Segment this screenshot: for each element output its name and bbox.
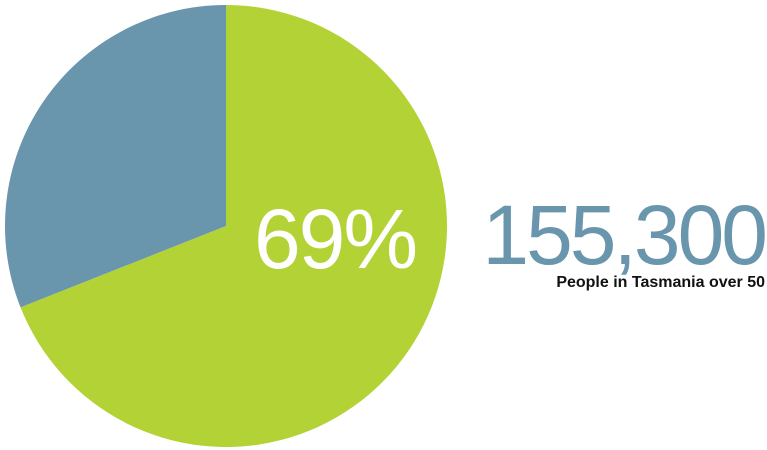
pie-slice-1 xyxy=(20,5,447,447)
pie-percentage-label: 69% xyxy=(254,192,416,286)
stat-caption: People in Tasmania over 50 xyxy=(556,274,765,291)
stat-block: 155,300 People in Tasmania over 50 xyxy=(480,188,767,292)
stat-number: 155,300 xyxy=(482,188,767,282)
pie-slices xyxy=(4,5,447,447)
pie-slice-2 xyxy=(4,5,226,308)
